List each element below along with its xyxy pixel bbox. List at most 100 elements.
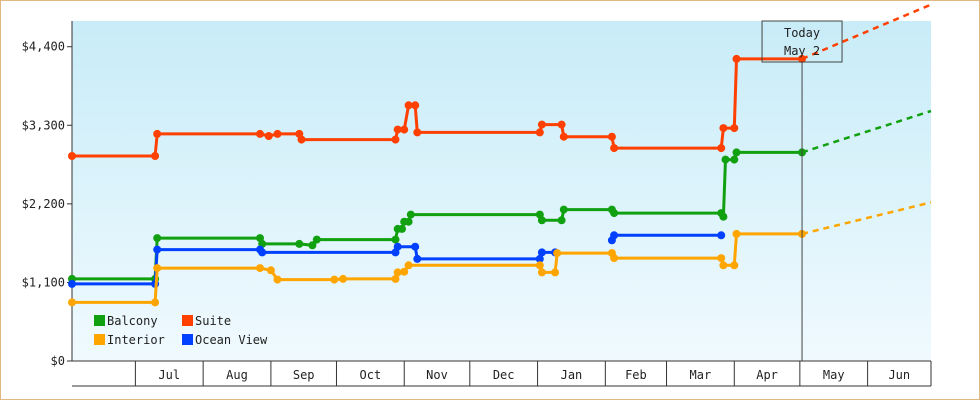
- x-tick-label: Oct: [360, 368, 382, 382]
- suite-point: [391, 135, 400, 144]
- suite-point: [297, 135, 306, 144]
- interior-point: [330, 275, 339, 284]
- interior-point: [719, 261, 728, 270]
- balcony-point: [719, 212, 728, 221]
- y-tick-label: $3,300: [22, 118, 65, 132]
- balcony-point: [730, 155, 739, 164]
- legend: Balcony Suite Interior Ocean View: [94, 314, 268, 347]
- interior-point: [553, 249, 562, 258]
- interior-point: [391, 274, 400, 283]
- suite-projection-line: [801, 3, 932, 61]
- interior-point: [535, 261, 544, 270]
- today-date: May 2: [784, 44, 820, 58]
- balcony-point: [406, 210, 415, 219]
- today-marker: Today May 2: [761, 20, 843, 361]
- balcony-legend-swatch: [94, 315, 105, 326]
- balcony-point: [557, 216, 566, 225]
- ocean-view-point: [258, 248, 267, 257]
- interior-point: [730, 261, 739, 270]
- suite-point: [535, 128, 544, 137]
- plot-background: [72, 21, 931, 361]
- balcony-point: [732, 148, 741, 157]
- interior-point: [68, 298, 76, 307]
- suite-point: [393, 125, 402, 134]
- interior-point: [610, 254, 619, 263]
- y-tick-label: $0: [51, 354, 65, 368]
- today-box: [761, 20, 843, 63]
- interior-point: [732, 229, 741, 238]
- interior-point: [404, 261, 413, 270]
- x-tick-label: Dec: [493, 368, 515, 382]
- x-axis: Jul Aug Sep Oct Nov Dec Jan Feb Mar Apr May Jun: [72, 360, 932, 387]
- balcony-point: [153, 234, 162, 243]
- interior-point: [393, 268, 402, 277]
- balcony-point: [559, 205, 568, 214]
- suite-point: [153, 129, 162, 138]
- interior-legend-swatch: [94, 334, 105, 345]
- y-tick-label: $1,100: [22, 275, 65, 289]
- suite-point: [717, 144, 726, 153]
- suite-point: [411, 101, 420, 110]
- ocean-view-legend-swatch: [182, 334, 193, 345]
- ocean-view-point: [717, 231, 726, 240]
- x-tick-label: Nov: [426, 368, 448, 382]
- today-label: Today: [784, 26, 820, 40]
- suite-point: [730, 124, 739, 133]
- ocean-view-point: [537, 248, 546, 257]
- suite-point: [610, 144, 619, 153]
- balcony-point: [610, 209, 619, 218]
- x-tick-label: Aug: [226, 368, 248, 382]
- suite-point: [264, 132, 273, 140]
- interior-point: [400, 267, 409, 276]
- suite-point: [732, 54, 741, 63]
- suite-point: [557, 120, 566, 129]
- x-tick-label: Mar: [690, 368, 712, 382]
- suite-point: [256, 129, 264, 138]
- interior-projection-line: [801, 201, 932, 236]
- suite-point: [798, 54, 806, 63]
- y-tick-label: $2,200: [22, 197, 65, 211]
- ocean-view-point: [413, 254, 422, 263]
- balcony-point: [391, 235, 400, 244]
- balcony-point: [721, 155, 730, 164]
- balcony-point: [398, 224, 406, 233]
- ocean-view-point: [153, 245, 162, 254]
- ocean-view-point: [393, 242, 402, 251]
- suite-point: [273, 129, 282, 138]
- suite-point: [151, 152, 160, 160]
- ocean-view-legend-label: Ocean View: [195, 333, 268, 347]
- interior-point: [537, 268, 546, 277]
- suite-point: [559, 132, 568, 141]
- interior-point: [717, 254, 726, 263]
- suite-point: [400, 125, 409, 134]
- suite-point: [68, 152, 76, 160]
- interior-point: [153, 264, 162, 273]
- interior-legend-label: Interior: [107, 333, 165, 347]
- suite-point: [607, 132, 616, 141]
- balcony-projection-line: [801, 109, 932, 154]
- y-tick-label: $4,400: [22, 40, 65, 54]
- balcony-point: [404, 217, 413, 226]
- suite-point: [404, 101, 413, 110]
- x-tick-label: Apr: [756, 368, 778, 382]
- series-layer: [68, 3, 932, 307]
- x-tick-label: Jul: [158, 368, 180, 382]
- x-tick-label: May: [823, 368, 845, 382]
- interior-point: [266, 266, 275, 275]
- ocean-view-point: [535, 254, 544, 263]
- interior-point: [339, 274, 347, 283]
- interior-point: [551, 268, 560, 277]
- balcony-point: [295, 239, 304, 248]
- suite-legend-swatch: [182, 315, 193, 326]
- balcony-legend-label: Balcony: [107, 314, 158, 328]
- x-tick-label: Jun: [888, 368, 910, 382]
- x-tick-label: Sep: [293, 368, 315, 382]
- x-tick-label: Feb: [625, 368, 647, 382]
- suite-legend-label: Suite: [195, 314, 231, 328]
- suite-point: [719, 124, 728, 133]
- balcony-point: [312, 235, 321, 244]
- balcony-point: [308, 241, 317, 250]
- balcony-point: [537, 216, 546, 225]
